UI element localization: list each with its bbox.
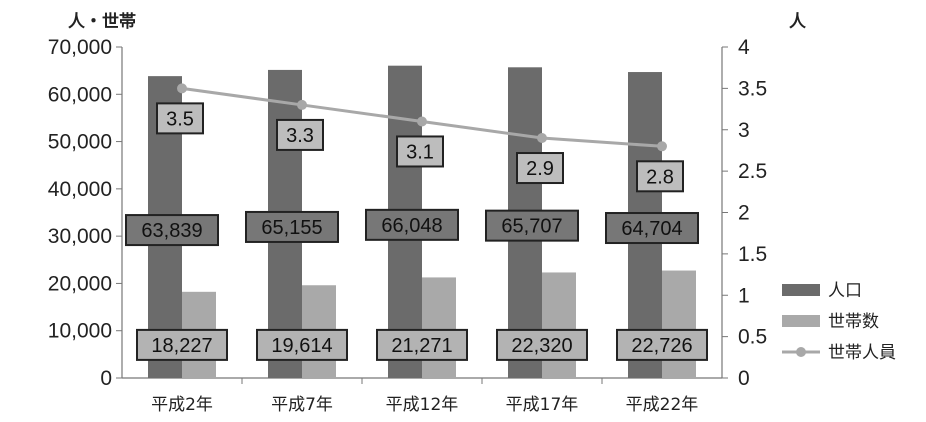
right-axis-tick-label: 2 <box>738 202 750 225</box>
label-households: 22,320 <box>511 335 572 357</box>
label-population-box <box>605 212 699 245</box>
label-household-size: 3.3 <box>286 125 314 147</box>
label-households: 19,614 <box>271 335 332 357</box>
label-households: 21,271 <box>391 335 452 357</box>
left-axis-tick-label: 10,000 <box>48 320 112 343</box>
legend-swatch <box>782 284 820 296</box>
right-axis-tick-label: 1.5 <box>738 243 767 266</box>
line-point <box>417 116 427 127</box>
label-households-box <box>496 328 588 361</box>
left-axis-tick-label: 40,000 <box>48 178 112 201</box>
left-axis-unit-label: 人・世帯 <box>68 11 136 32</box>
legend-label: 世帯数 <box>828 312 879 332</box>
x-axis-tick-label: 平成7年 <box>271 395 333 415</box>
label-households: 18,227 <box>151 335 212 357</box>
label-population-box <box>245 210 339 243</box>
line-point <box>537 133 547 144</box>
legend-swatch-marker <box>796 347 806 357</box>
line-point <box>657 141 667 152</box>
x-axis-tick-label: 平成12年 <box>386 395 459 415</box>
label-population: 65,155 <box>261 217 322 239</box>
label-household-size-box <box>156 102 204 135</box>
label-household-size: 3.5 <box>166 108 194 130</box>
right-axis-tick-label: 0.5 <box>738 326 767 349</box>
label-population-box <box>485 209 579 242</box>
label-population: 65,707 <box>501 216 562 238</box>
legend-swatch <box>782 315 820 327</box>
label-household-size-box <box>276 118 324 151</box>
legend-label: 世帯人員 <box>828 343 896 363</box>
bar-households <box>662 270 696 378</box>
right-axis-tick-label: 2.5 <box>738 160 767 183</box>
label-household-size: 2.8 <box>646 166 674 188</box>
label-household-size-box <box>396 135 444 168</box>
left-axis-tick-label: 30,000 <box>48 225 112 248</box>
line-series <box>177 83 667 152</box>
bar-households <box>542 272 576 378</box>
label-population: 66,048 <box>381 215 442 237</box>
label-population-box <box>125 214 219 247</box>
left-axis-tick-label: 60,000 <box>48 83 112 106</box>
label-households-box <box>256 328 348 361</box>
right-axis-tick-label: 3.5 <box>738 77 767 100</box>
label-household-size-box <box>636 160 684 193</box>
label-households-box <box>376 328 468 361</box>
bar-households <box>422 277 456 378</box>
right-axis-tick-label: 4 <box>738 36 750 59</box>
label-household-size: 2.9 <box>526 158 554 180</box>
label-household-size-box <box>516 152 564 185</box>
right-axis-tick-label: 1 <box>738 284 750 307</box>
label-households: 22,726 <box>631 335 692 357</box>
x-axis-tick-label: 平成17年 <box>506 395 579 415</box>
label-households-box <box>136 328 228 361</box>
left-axis-tick-label: 0 <box>100 367 112 390</box>
right-axis-tick-label: 0 <box>738 367 750 390</box>
label-population: 63,839 <box>141 220 202 242</box>
line-point <box>177 83 187 94</box>
right-axis-unit-label: 人 <box>789 12 807 32</box>
label-population: 64,704 <box>621 218 682 240</box>
label-households-box <box>616 328 708 361</box>
left-axis-tick-label: 50,000 <box>48 131 112 154</box>
right-axis-tick-label: 3 <box>738 119 750 142</box>
label-household-size: 3.1 <box>406 141 434 163</box>
line-point <box>297 99 307 110</box>
axes: 0 10,000 20,000 30,000 40,000 50,000 60,000 70,… <box>48 36 767 415</box>
label-population-box <box>365 208 459 241</box>
left-axis-tick-label: 70,000 <box>48 36 112 59</box>
legend-label: 人口 <box>828 281 862 301</box>
data-labels: 63,839 18,227 3.5 65,155 19,614 3.3 66,048 21,2… <box>125 102 708 361</box>
left-axis-tick-label: 20,000 <box>48 272 112 295</box>
x-axis-tick-label: 平成2年 <box>151 395 213 415</box>
x-axis-tick-label: 平成22年 <box>626 395 699 415</box>
